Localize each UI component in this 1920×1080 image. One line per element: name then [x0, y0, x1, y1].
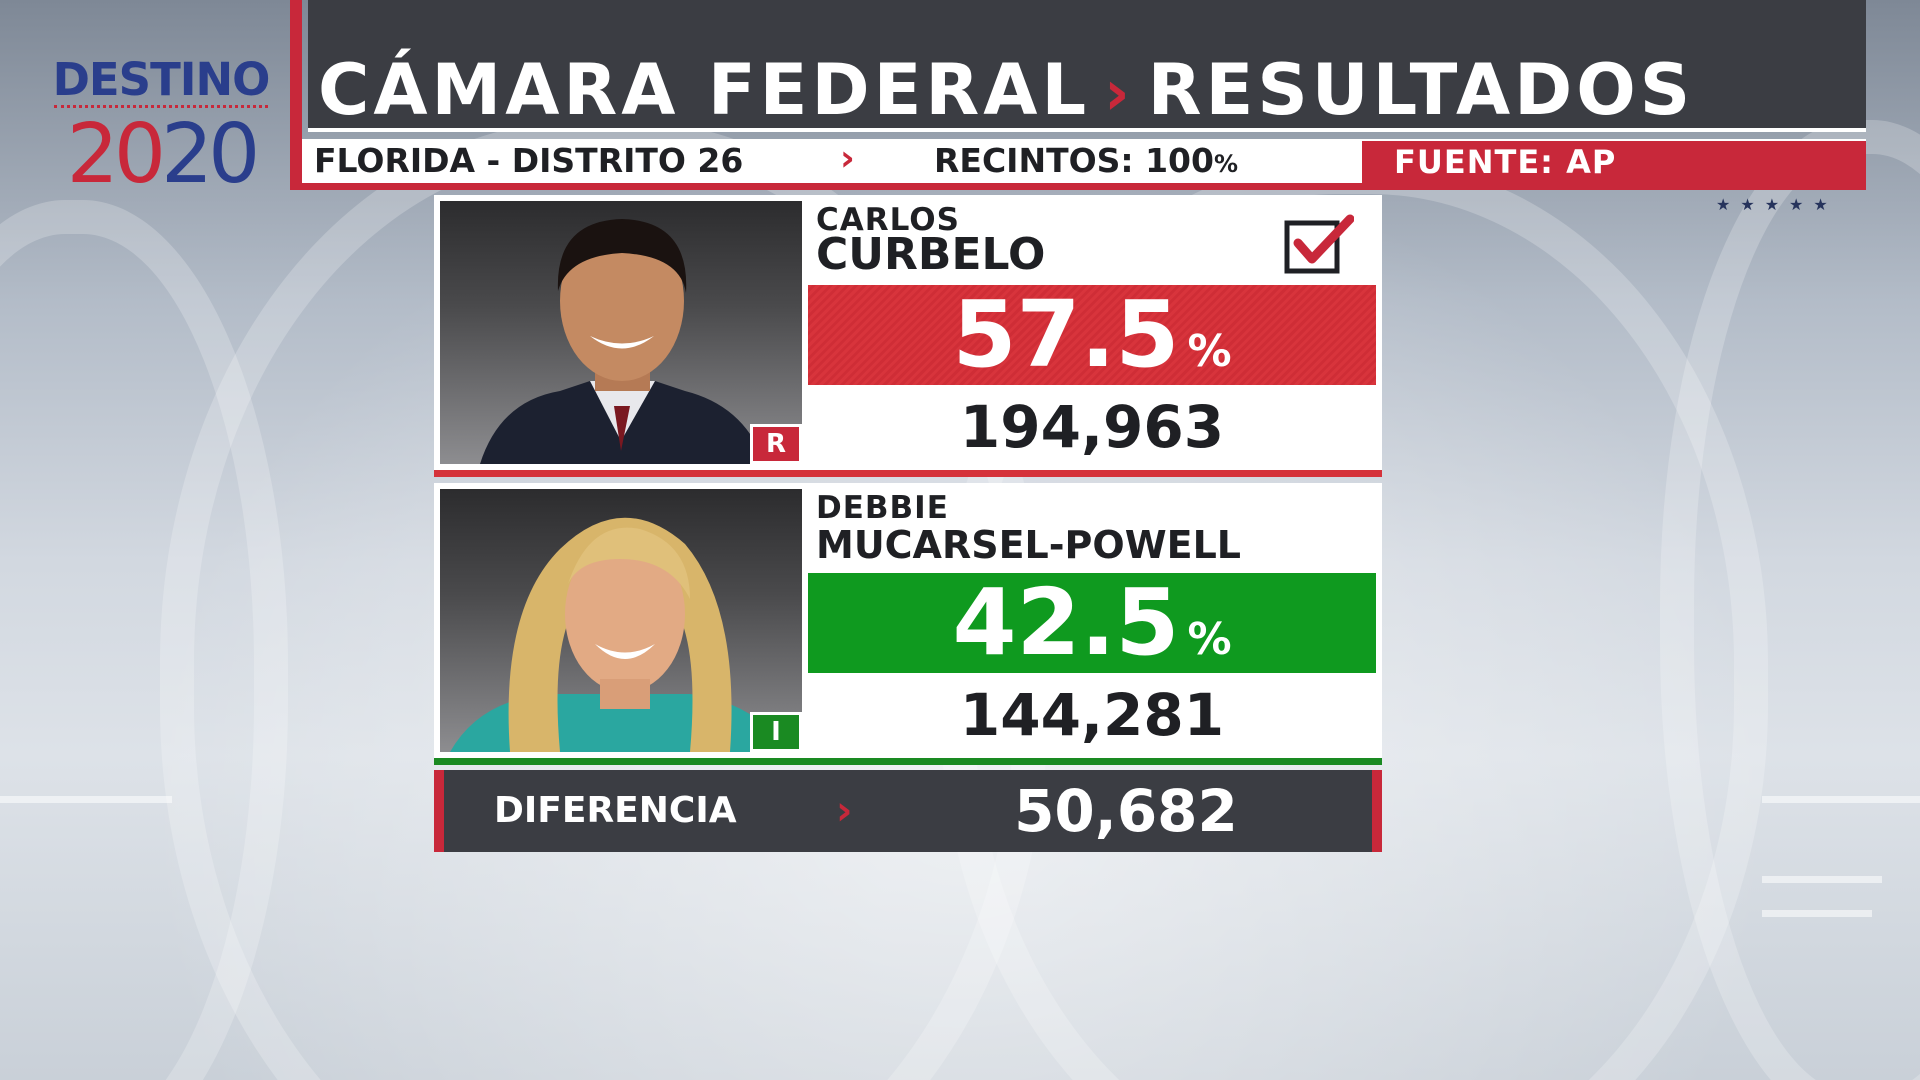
header-accent-bar [290, 0, 302, 190]
logo-year-red: 20 [66, 107, 166, 202]
difference-label: DIFERENCIA [494, 790, 737, 831]
title-left: CÁMARA FEDERAL [318, 49, 1091, 131]
precincts-unit: % [1213, 150, 1239, 178]
difference-bar: DIFERENCIA › 50,682 [434, 770, 1382, 852]
vote-percent: 42.5% [808, 573, 1376, 690]
candidate-first-name: DEBBIE [816, 490, 949, 526]
party-badge: R [750, 424, 802, 464]
star-icon: ★★★★★ [1716, 195, 1838, 214]
vote-percent-box: 42.5% [808, 573, 1376, 673]
candidate-portrait-man [480, 219, 765, 464]
logo-year-blue: 20 [161, 107, 260, 202]
info-bar-underline [302, 183, 1866, 190]
title-right: RESULTADOS [1147, 49, 1695, 131]
party-badge: I [750, 712, 802, 752]
page-title: CÁMARA FEDERAL › RESULTADOS [318, 50, 1694, 133]
logo-top-text: DESTINO [52, 53, 271, 106]
logo-divider [54, 105, 268, 112]
difference-value: 50,682 [1014, 777, 1238, 845]
vote-percent-sign: % [1187, 326, 1232, 377]
info-bar: FLORIDA - DISTRITO 26 › RECINTOS: 100% F… [302, 138, 1866, 190]
candidate-photo: I [440, 489, 802, 752]
chevron-right-icon: › [836, 788, 853, 834]
chevron-right-icon: › [840, 138, 855, 179]
background-stripe [1762, 876, 1882, 883]
source-label: FUENTE: AP [1394, 143, 1617, 181]
source-badge: FUENTE: AP [1362, 141, 1866, 183]
vote-count: 194,963 [959, 393, 1225, 461]
vote-percent: 57.5% [808, 285, 1376, 402]
candidate-card: I DEBBIE MUCARSEL-POWELL 42.5% 144,281 [434, 483, 1382, 765]
background-stripe [0, 796, 172, 803]
background-stripe [1762, 910, 1872, 917]
candidate-photo: R [440, 201, 802, 464]
candidate-portrait-woman [450, 517, 785, 752]
precincts-reporting: RECINTOS: 100% [934, 139, 1238, 186]
title-panel: CÁMARA FEDERAL › RESULTADOS [308, 0, 1866, 132]
candidate-last-name: MUCARSEL-POWELL [816, 523, 1241, 567]
precincts-label: RECINTOS: 100 [934, 141, 1214, 180]
vote-percent-sign: % [1187, 614, 1232, 665]
district-label: FLORIDA - DISTRITO 26 [314, 141, 744, 180]
vote-count: 144,281 [959, 681, 1225, 749]
vote-percent-value: 42.5 [952, 569, 1180, 676]
vote-percent-box: 57.5% [808, 285, 1376, 385]
winner-check-icon [1284, 214, 1354, 274]
candidate-first-name: CARLOS [816, 202, 960, 238]
destino-2020-logo: DESTINO 2020 [50, 56, 272, 200]
logo-year: 2020 [50, 114, 272, 196]
vote-percent-value: 57.5 [952, 281, 1180, 388]
candidate-card: R CARLOS CURBELO 57.5% 194,963 [434, 195, 1382, 477]
background-stripe [1762, 796, 1920, 803]
chevron-right-icon: › [1104, 56, 1134, 129]
candidate-last-name: CURBELO [816, 229, 1046, 280]
